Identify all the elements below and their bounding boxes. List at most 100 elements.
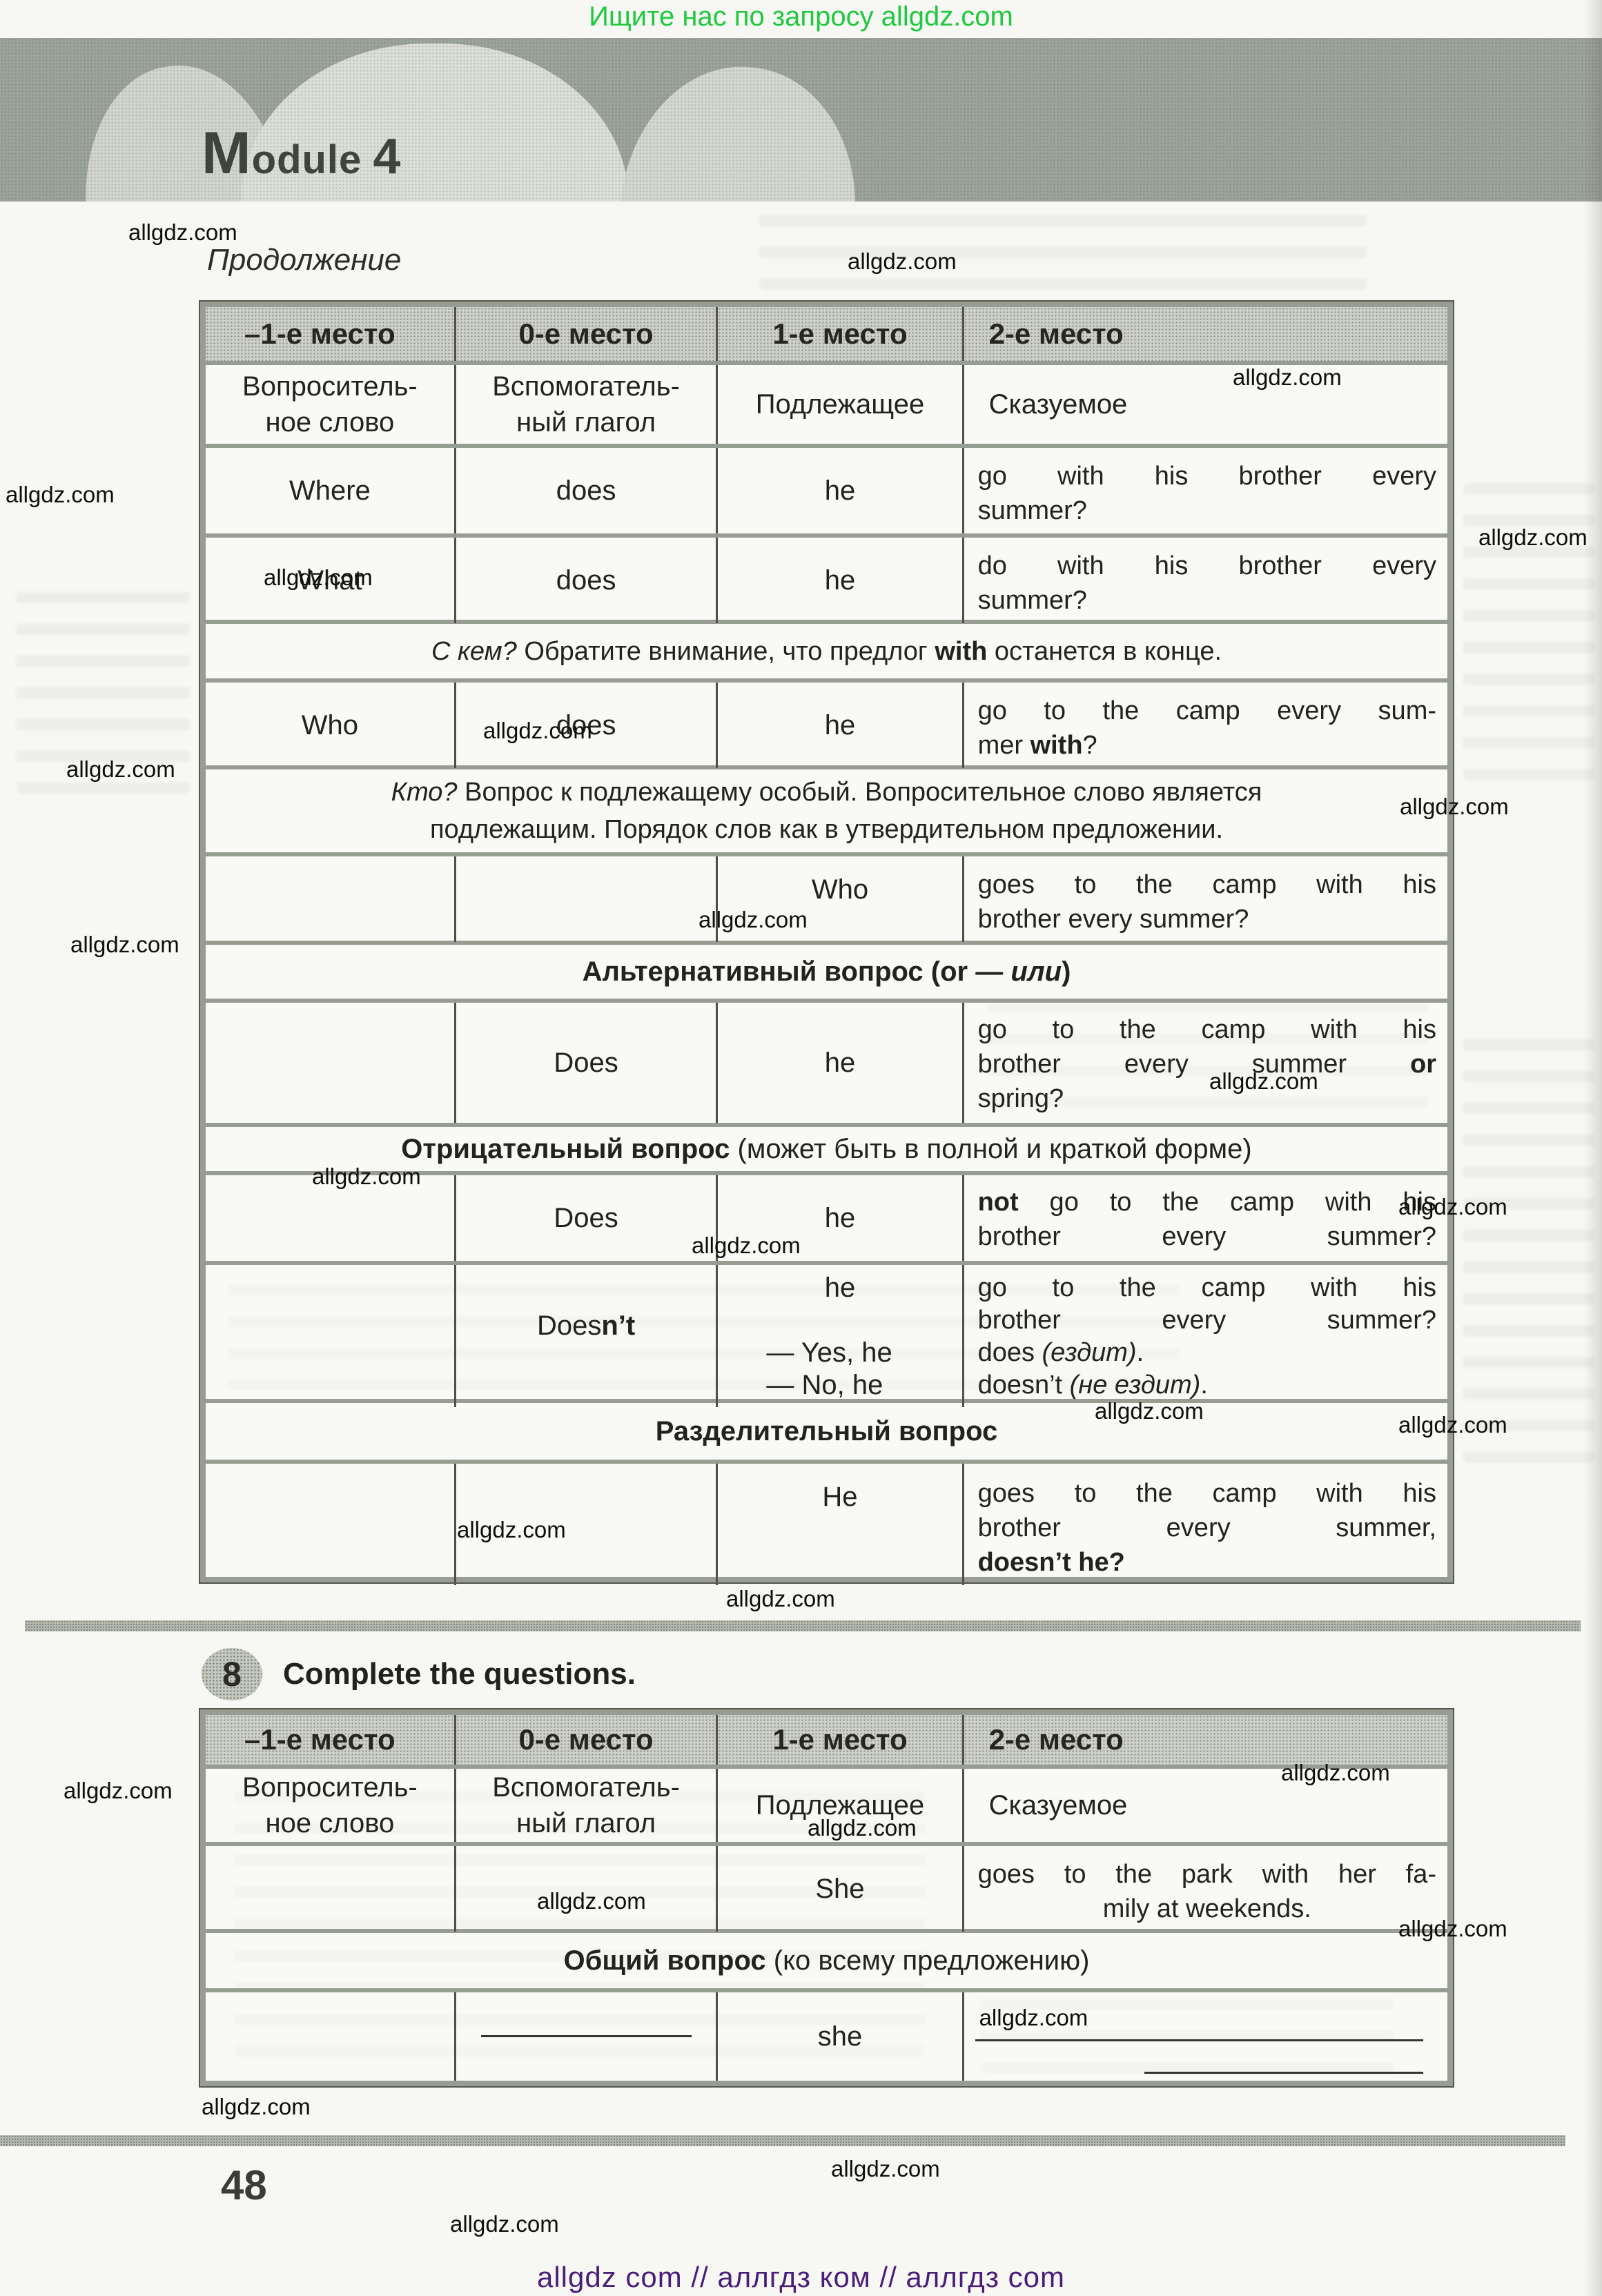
label-subject: Подлежащее: [716, 1769, 961, 1842]
section-tag-question: Разделительный вопрос: [206, 1399, 1447, 1460]
question-word-order-table: –1-е место 0-е место 1-е место 2-е место…: [199, 300, 1454, 1585]
table-header-row: –1-е место 0-е место 1-е место 2-е место: [206, 307, 1447, 361]
col-header-minus1: –1-е место: [206, 307, 454, 361]
auxiliary: Does: [453, 1175, 716, 1261]
watermark: allgdz.com: [457, 1517, 566, 1542]
watermark: allgdz.com: [1095, 1398, 1204, 1424]
page-gutter-shadow: [1584, 0, 1602, 2296]
subject: he: [716, 1175, 961, 1261]
watermark: allgdz.com: [64, 1778, 173, 1803]
row-negative-short-form: Doesn’t he — Yes, he — No, he go to the c…: [206, 1261, 1447, 1407]
subject-and-answers: he — Yes, he — No, he: [716, 1265, 961, 1407]
note-with-preposition: С кем? Обратите внимание, что предлог wi…: [206, 620, 1447, 678]
empty-cell: [206, 1265, 454, 1407]
label-predicate: Сказуемое: [961, 365, 1447, 444]
section-negative-question: Отрицательный вопрос (может быть в полно…: [206, 1123, 1447, 1171]
empty-cell: [206, 1003, 454, 1123]
question-word: Who: [301, 709, 359, 740]
row-subject-question: Who goes to the camp with his brother eve…: [206, 852, 1447, 942]
label-question-word: Вопроситель- ное слово: [242, 1772, 418, 1838]
petal-decoration-right: [614, 55, 870, 202]
watermark: allgdz.com: [1209, 1068, 1318, 1094]
label-predicate: Сказуемое: [961, 1769, 1447, 1842]
watermark: allgdz.com: [128, 219, 237, 245]
watermark: allgdz.com: [1478, 524, 1588, 550]
table-header-row: –1-е место 0-е место 1-е место 2-е место: [206, 1715, 1447, 1765]
col-header-2: 2-е место: [961, 307, 1447, 361]
row-student-answer: she allgdz.com: [206, 1988, 1447, 2081]
section-general-question: Общий вопрос (ко всему предложению): [206, 1929, 1447, 1988]
question-word: What: [297, 565, 362, 596]
section-alternative-question: Альтернативный вопрос (or — или): [206, 941, 1447, 999]
module-header-band: Module 4: [0, 38, 1602, 202]
col-header-2: 2-е место: [961, 1715, 1447, 1765]
row-who-object-question: Who does he go to the camp every sum-mer…: [206, 678, 1447, 768]
col-header-1: 1-е место: [716, 1715, 962, 1765]
row-what-question: What does he do with his brother every su…: [206, 533, 1447, 623]
auxiliary: does: [453, 448, 716, 533]
answer-line: [480, 2034, 692, 2037]
col-header-minus1: –1-е место: [206, 1715, 454, 1765]
watermark: allgdz.com: [699, 907, 808, 932]
print-bleed: [1463, 1035, 1594, 1463]
predicate: not go to the camp with his brother every…: [961, 1175, 1447, 1261]
exercise-number-badge: 8: [202, 1648, 262, 1700]
answer-blank-predicate: allgdz.com: [961, 1992, 1447, 2081]
module-number: 4: [373, 129, 401, 184]
watermark: allgdz.com: [450, 2211, 559, 2237]
watermark: allgdz.com: [264, 565, 373, 590]
empty-cell: [453, 1464, 716, 1585]
watermark: allgdz.com: [70, 932, 179, 957]
watermark: allgdz.com: [1398, 1916, 1507, 1941]
row-tag-question: He goes to the camp with his brother ever…: [206, 1460, 1447, 1585]
exercise-heading: 8 Complete the questions.: [202, 1648, 636, 1700]
empty-cell: [206, 1992, 454, 2081]
col-header-0: 0-е место: [453, 307, 716, 361]
empty-cell: [453, 856, 716, 942]
predicate: goes to the camp with his brother every s…: [961, 856, 1447, 942]
watermark: allgdz.com: [6, 482, 115, 507]
column-labels-row: Вопроситель- ное слово Вспомогатель- ный…: [206, 1765, 1447, 1842]
label-auxiliary-verb: Вспомогатель- ный глагол: [453, 365, 716, 444]
exercise-table: –1-е место 0-е место 1-е место 2-е место…: [199, 1708, 1454, 2088]
watermark: allgdz.com: [848, 248, 957, 274]
predicate: go with his brother every summer?: [961, 448, 1447, 533]
answer-blank-auxiliary: [453, 1992, 716, 2081]
label-subject: Подлежащее: [716, 365, 961, 444]
separator-bar: [0, 2135, 1565, 2146]
watermark: allgdz.com: [537, 1888, 646, 1914]
predicate: goes to the park with her fa-mily at wee…: [961, 1846, 1447, 1932]
auxiliary: Does: [453, 1003, 716, 1123]
subject: He: [716, 1464, 961, 1585]
col-header-1: 1-е место: [716, 307, 962, 361]
watermark: allgdz.com: [202, 2094, 311, 2119]
promo-banner: Ищите нас по запросу allgdz.com: [589, 1, 1013, 32]
predicate: do with his brother every summer?: [961, 538, 1447, 623]
subject: She: [716, 1846, 961, 1932]
row-where-question: Where does he go with his brother every s…: [206, 444, 1447, 533]
watermark: allgdz.com: [1398, 1412, 1507, 1438]
module-word: Module: [202, 120, 362, 186]
empty-cell: [206, 856, 454, 942]
empty-cell: [453, 1846, 716, 1932]
auxiliary: does: [453, 538, 716, 623]
watermark: allgdz.com: [726, 1586, 835, 1611]
watermark: allgdz.com: [66, 756, 175, 782]
row-negative-full-form: Does he not go to the camp with his broth…: [206, 1171, 1447, 1261]
subject: he: [716, 1003, 961, 1123]
page-number: 48: [221, 2162, 267, 2208]
empty-cell: [206, 1464, 454, 1585]
watermark: allgdz.com: [692, 1233, 801, 1258]
watermark: allgdz.com: [312, 1164, 421, 1189]
answer-line: [1144, 2070, 1423, 2074]
subject: he: [716, 448, 961, 533]
empty-cell: [206, 1846, 454, 1932]
row-statement: She goes to the park with her fa-mily at…: [206, 1842, 1447, 1932]
watermark: allgdz.com: [483, 718, 592, 743]
watermark: allgdz.com: [808, 1815, 917, 1841]
predicate: go to the camp with his brother every sum…: [961, 1003, 1447, 1123]
subject: Who: [716, 856, 961, 942]
watermark: allgdz.com: [1233, 364, 1342, 390]
watermark: allgdz.com: [979, 2005, 1088, 2030]
